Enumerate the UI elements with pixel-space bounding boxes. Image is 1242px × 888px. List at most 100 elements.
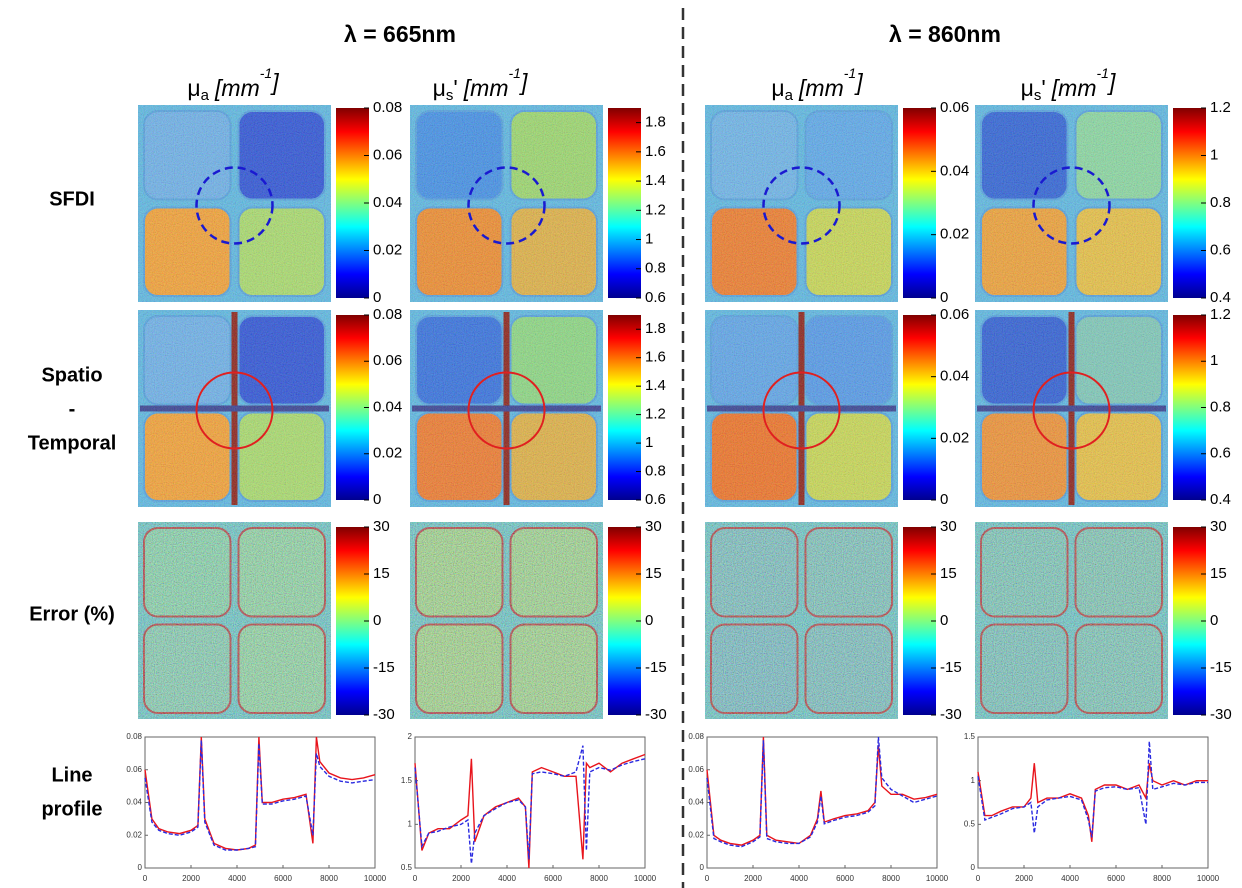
roi-circle — [1032, 371, 1111, 450]
colorbar — [903, 315, 936, 500]
header-part: ] — [519, 69, 528, 95]
colorbar-label: 0.8 — [1210, 398, 1231, 415]
colorbar-label: 1.8 — [645, 114, 666, 131]
header-part: s — [1034, 87, 1042, 104]
profile-line — [144, 736, 376, 851]
header-part: a — [785, 87, 794, 104]
column-header: μs' [mm-1] — [1021, 65, 1116, 104]
y-tick-label: 1 — [408, 819, 413, 828]
x-tick-label: 6000 — [544, 874, 562, 883]
colorbar-label: 0.6 — [1210, 445, 1231, 462]
heatmap-noise — [410, 310, 603, 507]
x-tick-label: 2000 — [452, 874, 470, 883]
header-part: -1 — [260, 65, 272, 81]
y-tick-label: 1.5 — [964, 732, 976, 741]
roi-circle — [762, 371, 841, 450]
colorbar-label: 1.4 — [645, 172, 666, 189]
x-tick-label: 4000 — [228, 874, 246, 883]
x-tick-label: 0 — [976, 874, 981, 883]
x-tick-label: 10000 — [634, 874, 657, 883]
heatmap-noise — [975, 105, 1168, 302]
colorbar — [608, 527, 641, 715]
colorbar-label: 0 — [645, 612, 653, 629]
colorbar — [903, 527, 936, 715]
x-tick-label: 10000 — [926, 874, 949, 883]
x-tick-label: 6000 — [836, 874, 854, 883]
colorbar-label: 0.02 — [373, 445, 402, 462]
y-tick-label: 0.08 — [688, 732, 704, 741]
x-tick-label: 2000 — [182, 874, 200, 883]
row-label: Error (%) — [29, 603, 115, 625]
colorbar-label: 1.6 — [645, 349, 666, 366]
y-tick-label: 0.06 — [126, 765, 142, 774]
colorbar-label: 0 — [373, 491, 381, 508]
header-part: ' — [1041, 75, 1045, 101]
colorbar-label: -30 — [1210, 706, 1232, 723]
colorbar — [336, 108, 369, 298]
header-part: a — [201, 87, 210, 104]
colorbar-label: 30 — [645, 518, 662, 535]
colorbar-label: 0.04 — [940, 368, 969, 385]
header-part: s — [446, 87, 454, 104]
colorbar-label: 0.04 — [373, 194, 402, 211]
y-tick-label: 0.02 — [688, 830, 704, 839]
y-tick-label: 2 — [408, 732, 413, 741]
wavelength-title: λ = 860nm — [889, 21, 1001, 47]
colorbar-label: 0.02 — [940, 429, 969, 446]
colorbar — [1173, 108, 1206, 298]
header-part: μ — [771, 75, 784, 101]
colorbar-label: 1 — [645, 231, 653, 248]
colorbar — [1173, 315, 1206, 500]
x-tick-label: 10000 — [364, 874, 387, 883]
colorbar-label: 0.04 — [940, 162, 969, 179]
colorbar-label: -30 — [373, 706, 395, 723]
heatmap-noise — [410, 105, 603, 302]
heatmap-noise — [705, 105, 898, 302]
colorbar-label: 15 — [373, 565, 390, 582]
y-tick-label: 0 — [700, 863, 705, 872]
header-part: μ — [187, 75, 200, 101]
y-tick-label: 0 — [971, 863, 976, 872]
wavelength-title: λ = 665nm — [344, 21, 456, 47]
colorbar-label: 1 — [645, 434, 653, 451]
colorbar-label: 0 — [940, 289, 948, 306]
colorbar — [1173, 527, 1206, 715]
colorbar — [336, 527, 369, 715]
y-tick-label: 1.5 — [401, 776, 413, 785]
x-tick-label: 8000 — [590, 874, 608, 883]
header-part: μ — [433, 75, 446, 101]
y-tick-label: 0.06 — [688, 765, 704, 774]
x-tick-label: 2000 — [1015, 874, 1033, 883]
roi-circle — [195, 371, 274, 450]
colorbar-label: -15 — [373, 659, 395, 676]
header-part: ] — [270, 69, 279, 95]
heatmap-noise — [138, 522, 331, 719]
header-part: ] — [854, 69, 863, 95]
heatmap-noise — [705, 522, 898, 719]
profile-line — [144, 740, 376, 851]
x-tick-label: 8000 — [882, 874, 900, 883]
header-part: [mm — [798, 75, 844, 101]
x-tick-label: 4000 — [498, 874, 516, 883]
x-tick-label: 6000 — [1107, 874, 1125, 883]
colorbar-label: 0.06 — [373, 146, 402, 163]
colorbar-label: 1.2 — [645, 406, 666, 423]
heatmap-noise — [138, 310, 331, 507]
header-part: -1 — [844, 65, 856, 81]
y-tick-label: 0.08 — [126, 732, 142, 741]
colorbar-label: 30 — [373, 518, 390, 535]
heatmap-noise — [410, 522, 603, 719]
profile-line — [414, 745, 646, 864]
x-tick-label: 0 — [143, 874, 148, 883]
row-label: Temporal — [28, 432, 117, 454]
colorbar-label: -15 — [1210, 659, 1232, 676]
colorbar-label: 15 — [940, 565, 957, 582]
colorbar — [608, 108, 641, 298]
x-tick-label: 2000 — [744, 874, 762, 883]
roi-circle — [467, 166, 546, 245]
colorbar-label: 1.8 — [645, 320, 666, 337]
x-tick-label: 8000 — [320, 874, 338, 883]
x-tick-label: 8000 — [1153, 874, 1171, 883]
colorbar-label: 1 — [1210, 352, 1218, 369]
